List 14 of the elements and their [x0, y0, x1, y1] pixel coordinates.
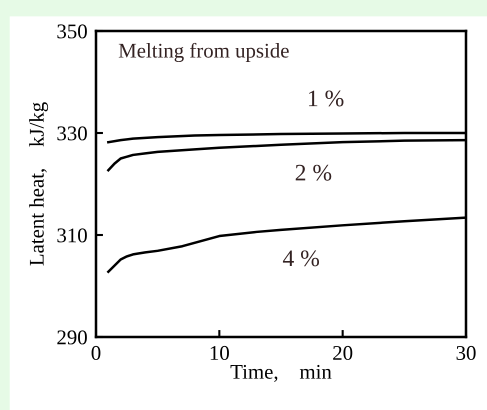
x-tick-label: 20 [333, 346, 352, 360]
y-tick-label: 310 [57, 228, 87, 242]
x-tick-label: 0 [92, 346, 100, 360]
annotation: Melting from upside [118, 42, 289, 62]
y-tick-label: 350 [57, 24, 87, 38]
y-tick-label: 290 [57, 330, 87, 344]
series-label: 1 % [308, 90, 344, 106]
series-label: 4 % [282, 250, 320, 266]
x-tick-label: 30 [456, 346, 476, 360]
series-label: 2 % [296, 164, 332, 181]
y-axis-title: Latent heat, kJ/kg [29, 102, 48, 266]
y-tick-label: 330 [57, 126, 87, 140]
x-tick-label: 10 [210, 346, 229, 360]
x-axis-title: Time, min [230, 364, 332, 382]
